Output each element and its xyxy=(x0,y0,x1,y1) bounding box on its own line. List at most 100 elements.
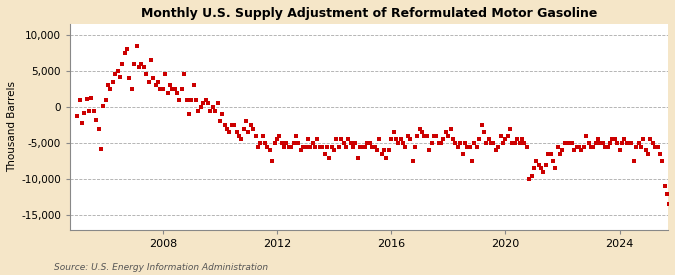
Point xyxy=(438,137,449,142)
Point xyxy=(305,144,316,149)
Point xyxy=(500,137,511,142)
Point xyxy=(488,141,499,145)
Point xyxy=(576,148,587,153)
Point xyxy=(588,144,599,149)
Point xyxy=(226,123,237,127)
Point xyxy=(655,152,666,156)
Point xyxy=(569,148,580,153)
Point xyxy=(352,155,363,160)
Point xyxy=(396,137,406,142)
Point xyxy=(543,152,554,156)
Point xyxy=(414,126,425,131)
Y-axis label: Thousand Barrels: Thousand Barrels xyxy=(7,81,17,172)
Point xyxy=(379,148,389,153)
Point xyxy=(217,112,227,116)
Point xyxy=(184,112,194,116)
Point xyxy=(516,137,527,142)
Point xyxy=(96,147,107,151)
Point xyxy=(350,141,361,145)
Point xyxy=(298,144,308,149)
Point xyxy=(302,137,313,142)
Point xyxy=(124,76,135,80)
Point xyxy=(196,105,207,109)
Point xyxy=(583,141,594,145)
Point xyxy=(274,134,285,138)
Point xyxy=(72,113,82,118)
Point xyxy=(562,141,572,145)
Point xyxy=(493,144,504,149)
Point xyxy=(512,137,522,142)
Point xyxy=(674,188,675,192)
Point xyxy=(630,144,641,149)
Point xyxy=(405,137,416,142)
Point xyxy=(221,126,232,131)
Title: Monthly U.S. Supply Adjustment of Reformulated Motor Gasoline: Monthly U.S. Supply Adjustment of Reform… xyxy=(141,7,597,20)
Point xyxy=(652,144,663,149)
Point xyxy=(101,98,111,102)
Point xyxy=(580,134,591,138)
Point xyxy=(321,144,332,149)
Point xyxy=(276,141,287,145)
Point xyxy=(265,148,275,153)
Point xyxy=(331,137,342,142)
Point xyxy=(638,137,649,142)
Point xyxy=(557,148,568,153)
Point xyxy=(126,87,137,91)
Point xyxy=(400,144,411,149)
Point xyxy=(153,79,163,84)
Point xyxy=(181,98,192,102)
Point xyxy=(510,141,520,145)
Point xyxy=(429,134,439,138)
Point xyxy=(157,87,168,91)
Point xyxy=(497,141,508,145)
Point xyxy=(357,144,368,149)
Point xyxy=(103,83,113,87)
Point xyxy=(248,126,259,131)
Point xyxy=(650,144,661,149)
Point xyxy=(550,166,561,170)
Point xyxy=(296,148,306,153)
Point xyxy=(202,101,213,106)
Point xyxy=(162,90,173,95)
Point xyxy=(464,144,475,149)
Point xyxy=(288,141,299,145)
Point xyxy=(200,98,211,102)
Point xyxy=(524,177,535,182)
Point xyxy=(560,141,570,145)
Point xyxy=(140,72,151,77)
Point xyxy=(443,134,454,138)
Point xyxy=(647,141,658,145)
Point xyxy=(628,159,639,163)
Point xyxy=(355,144,366,149)
Point xyxy=(193,108,204,113)
Point xyxy=(633,141,644,145)
Point xyxy=(383,148,394,153)
Point xyxy=(495,134,506,138)
Point xyxy=(436,141,447,145)
Point xyxy=(502,134,513,138)
Point xyxy=(621,141,632,145)
Point xyxy=(119,51,130,55)
Point xyxy=(505,126,516,131)
Point xyxy=(317,144,327,149)
Point xyxy=(486,141,497,145)
Point xyxy=(284,144,294,149)
Point xyxy=(315,144,325,149)
Point xyxy=(215,119,225,124)
Point xyxy=(151,83,161,87)
Point xyxy=(381,155,392,160)
Point xyxy=(333,144,344,149)
Point xyxy=(176,87,187,91)
Point xyxy=(335,137,346,142)
Point xyxy=(519,141,530,145)
Point xyxy=(250,134,261,138)
Point xyxy=(412,134,423,138)
Point xyxy=(286,144,296,149)
Point xyxy=(324,155,335,160)
Point xyxy=(564,141,575,145)
Point xyxy=(391,137,402,142)
Point xyxy=(547,159,558,163)
Point xyxy=(188,83,199,87)
Point xyxy=(167,87,178,91)
Point xyxy=(310,144,321,149)
